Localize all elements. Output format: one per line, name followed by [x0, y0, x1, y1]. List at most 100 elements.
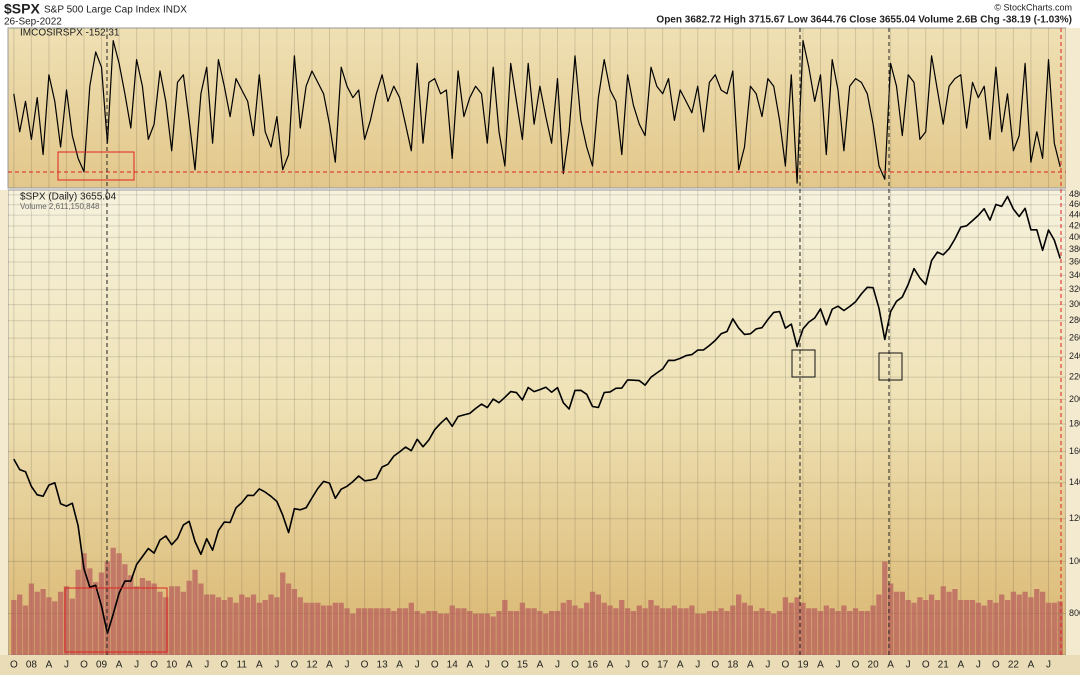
x-tick-label: A	[957, 660, 964, 671]
volume-bar	[52, 601, 58, 655]
volume-bar	[607, 605, 613, 655]
volume-bar	[613, 608, 619, 655]
y-tick-label: 2200	[1069, 372, 1080, 382]
volume-bar	[169, 586, 175, 655]
volume-bar	[975, 602, 981, 655]
y-tick-label: 3400	[1069, 270, 1080, 280]
x-tick-label: O	[431, 660, 439, 671]
volume-bar	[1039, 591, 1046, 655]
volume-bar	[239, 594, 245, 655]
x-tick-label: A	[326, 660, 333, 671]
y-tick-label: 1400	[1069, 477, 1080, 487]
volume-bar	[227, 597, 233, 655]
volume-bar	[63, 586, 70, 655]
volume-bar	[648, 600, 654, 655]
y-tick-label: 4800	[1069, 189, 1080, 199]
volume-bar	[57, 591, 64, 655]
x-tick-label: 16	[587, 660, 599, 671]
box	[791, 349, 816, 378]
volume-bar	[472, 613, 479, 655]
volume-bar	[321, 605, 327, 655]
x-tick-label: J	[836, 660, 841, 671]
y-tick-label: 4600	[1069, 199, 1080, 209]
volume-bar	[373, 608, 379, 655]
x-tick-label: J	[204, 660, 209, 671]
volume-bar	[642, 608, 648, 655]
x-axis-bg	[0, 655, 1080, 675]
header-bg	[0, 0, 1080, 28]
volume-bar	[280, 572, 286, 655]
x-tick-label: A	[396, 660, 403, 671]
x-tick-label: J	[765, 660, 770, 671]
y-tick-label: 4200	[1069, 220, 1080, 230]
price-legend: $SPX (Daily) 3655.04	[20, 192, 117, 203]
x-tick-label: A	[677, 660, 684, 671]
volume-bar	[882, 561, 888, 655]
volume-bar	[245, 597, 251, 655]
oscillator-line	[13, 40, 1061, 184]
volume-bar	[852, 608, 859, 655]
volume-bar	[776, 611, 783, 655]
volume-bar	[946, 591, 952, 655]
volume-bar	[297, 597, 303, 655]
x-tick-label: 13	[377, 660, 389, 671]
volume-bar	[806, 608, 812, 655]
volume-bar	[771, 613, 777, 655]
volume-bar	[560, 602, 566, 655]
volume-bar	[724, 611, 730, 655]
volume-bar	[204, 594, 210, 655]
volume-bar	[817, 611, 824, 655]
volume-bar	[1028, 597, 1034, 655]
x-tick-label: 11	[237, 660, 248, 671]
volume-bar	[584, 602, 590, 655]
volume-bar	[338, 602, 344, 655]
x-tick-label: J	[906, 660, 911, 671]
volume-bar	[923, 600, 929, 655]
volume-bar	[315, 602, 321, 655]
x-tick-label: O	[992, 660, 1000, 671]
volume-bar	[999, 594, 1005, 655]
volume-bar	[619, 600, 625, 655]
volume-bar	[537, 611, 543, 655]
y-tick-label: 3600	[1069, 256, 1080, 266]
volume-bar	[396, 608, 403, 655]
volume-bar	[361, 608, 368, 655]
x-tick-label: J	[695, 660, 700, 671]
y-tick-label: 1000	[1069, 556, 1080, 566]
volume-bar	[987, 600, 993, 655]
volume-bar	[215, 597, 222, 655]
volume-bar	[256, 602, 262, 655]
volume-bar	[1004, 600, 1011, 655]
volume-bar	[379, 608, 385, 655]
volume-bar	[326, 605, 333, 655]
x-tick-label: 08	[26, 660, 38, 671]
left-margin	[0, 190, 8, 655]
volume-bar	[285, 583, 292, 655]
volume-bar	[133, 586, 140, 655]
volume-bar	[122, 564, 128, 655]
y-tick-label: 1800	[1069, 418, 1080, 428]
volume-bar	[157, 591, 163, 655]
x-tick-label: A	[186, 660, 193, 671]
volume-bar	[250, 594, 257, 655]
volume-bar	[595, 594, 602, 655]
y-tick-label: 1200	[1069, 513, 1080, 523]
volume-bar	[519, 602, 526, 655]
volume-bar	[601, 602, 607, 655]
volume-bar	[905, 600, 911, 655]
x-tick-label: A	[1028, 660, 1035, 671]
volume-bar	[671, 605, 678, 655]
volume-bar	[665, 608, 672, 655]
volume-bar	[34, 591, 40, 655]
volume-bar	[876, 594, 882, 655]
volume-bar	[11, 600, 17, 655]
y-axis: 800 1000 1200 1400 1600 1800 2000 2200 2400 2600 2…	[1069, 189, 1080, 618]
x-tick-label: A	[747, 660, 754, 671]
index-name: S&P 500 Large Cap Index	[44, 5, 160, 16]
volume-bar	[1051, 602, 1057, 655]
volume-bar	[981, 605, 987, 655]
x-tick-label: O	[291, 660, 299, 671]
volume-bar	[28, 583, 35, 655]
x-tick-label: A	[466, 660, 473, 671]
volume-bar	[1057, 601, 1063, 655]
